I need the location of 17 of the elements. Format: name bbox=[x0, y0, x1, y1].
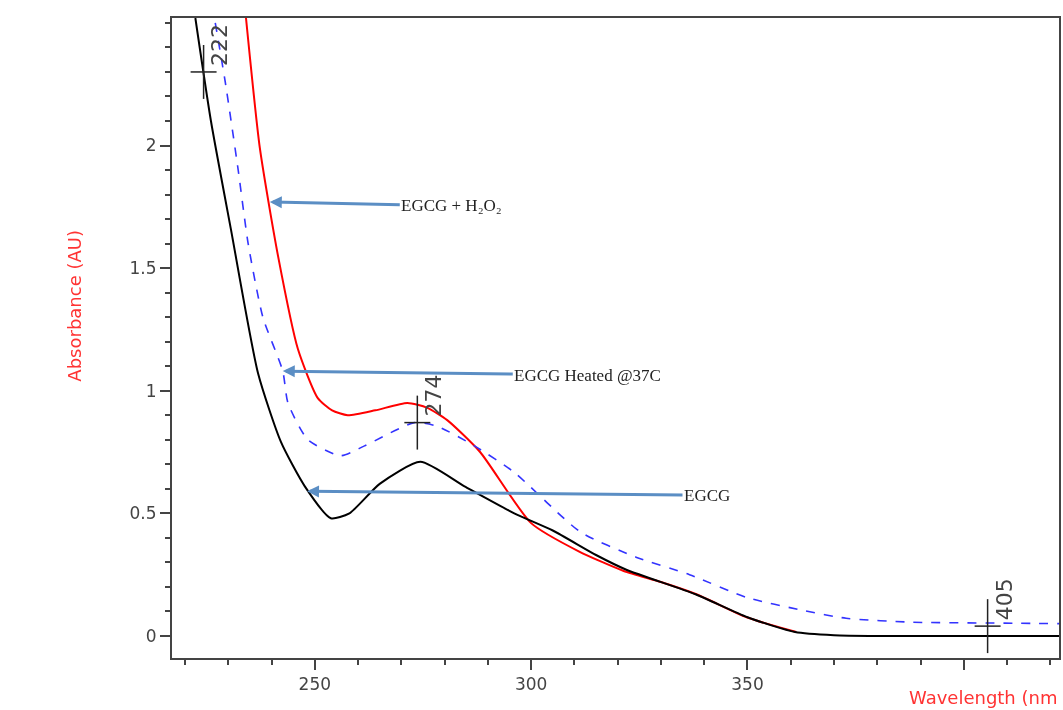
x-axis-title: Wavelength (nm bbox=[909, 687, 1058, 708]
annotation: 405 bbox=[991, 578, 1017, 621]
x-tick-label: 300 bbox=[514, 674, 548, 695]
line-series bbox=[244, 18, 798, 634]
annotation: 222 bbox=[207, 24, 233, 67]
y-tick-label: 2 bbox=[145, 135, 157, 156]
annotation: 274 bbox=[421, 374, 447, 417]
annotation: EGCG + H₂O₂ bbox=[401, 196, 502, 215]
y-tick-label: 1.5 bbox=[129, 258, 157, 279]
y-tick-label: 0.5 bbox=[129, 503, 157, 524]
y-tick-label: 1 bbox=[145, 380, 157, 401]
y-axis-title: Absorbance (AU) bbox=[63, 230, 85, 382]
annotation: EGCG bbox=[684, 486, 731, 505]
y-tick-label: 0 bbox=[145, 625, 157, 646]
annotation: EGCG Heated @37C bbox=[514, 366, 661, 385]
x-tick-label: 350 bbox=[731, 674, 764, 695]
x-tick-label: 250 bbox=[298, 674, 332, 695]
